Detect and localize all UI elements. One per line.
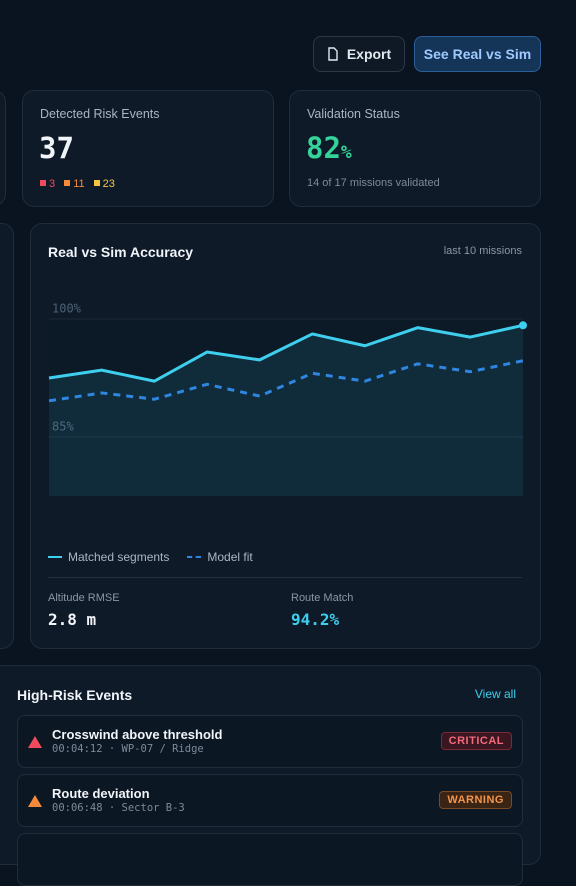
legend: Matched segments Model fit bbox=[48, 550, 253, 564]
validation-value: 82 bbox=[306, 131, 341, 165]
event-title: Crosswind above threshold bbox=[52, 727, 223, 742]
risk-value: 37 bbox=[39, 131, 74, 165]
validation-note: 14 of 17 missions validated bbox=[307, 177, 440, 189]
y-tick-label: 100% bbox=[52, 302, 82, 316]
stat-label: Route Match bbox=[291, 592, 354, 604]
event-row[interactable]: Crosswind above threshold 00:04:12 · WP-… bbox=[17, 715, 523, 768]
partial-card bbox=[0, 90, 6, 206]
compare-button[interactable]: See Real vs Sim bbox=[414, 36, 541, 72]
y-tick-label: 85% bbox=[52, 420, 74, 434]
severity-badge: CRITICAL bbox=[440, 732, 512, 750]
chart: 100% 85% bbox=[48, 302, 527, 496]
end-point bbox=[519, 321, 527, 330]
critical-count: 3 bbox=[49, 178, 56, 190]
series-line bbox=[48, 359, 524, 403]
validation-value-wrap: 82% bbox=[306, 131, 352, 165]
compare-label: See Real vs Sim bbox=[423, 46, 532, 62]
events-card: High-Risk Events View all Crosswind abov… bbox=[0, 665, 541, 886]
event-row[interactable] bbox=[17, 833, 523, 886]
accuracy-subtitle: last 10 missions bbox=[443, 245, 522, 257]
legend-item[interactable]: Matched segments bbox=[48, 550, 169, 564]
risk-card: Detected Risk Events 37 3 11 23 bbox=[22, 90, 274, 207]
info-count: 23 bbox=[102, 178, 115, 190]
severity-badge: WARNING bbox=[439, 791, 512, 809]
legend-swatch bbox=[48, 556, 62, 558]
legend-swatch bbox=[187, 556, 202, 558]
alert-icon bbox=[28, 795, 42, 807]
legend-item[interactable]: Model fit bbox=[187, 550, 253, 564]
series-line bbox=[48, 323, 524, 383]
page: Export See Real vs Sim Detected Risk Eve… bbox=[0, 36, 541, 886]
warning-count: 11 bbox=[73, 178, 85, 190]
events-title: High-Risk Events bbox=[17, 687, 133, 703]
stat-label: Altitude RMSE bbox=[48, 592, 120, 604]
stat-value: 94.2% bbox=[291, 610, 340, 629]
validation-label: Validation Status bbox=[307, 107, 400, 121]
accuracy-card: Real vs Sim Accuracy last 10 missions 10… bbox=[30, 223, 541, 649]
partial-card bbox=[0, 223, 14, 649]
legend-label: Matched segments bbox=[68, 550, 170, 564]
stat-value: 2.8 m bbox=[48, 610, 97, 629]
event-row[interactable]: Route deviation 00:06:48 · Sector B-3 WA… bbox=[17, 774, 523, 827]
export-label: Export bbox=[346, 46, 392, 62]
validation-unit: % bbox=[340, 142, 352, 163]
event-detail: 00:04:12 · WP-07 / Ridge bbox=[52, 743, 204, 755]
divider bbox=[48, 577, 522, 578]
accuracy-title: Real vs Sim Accuracy bbox=[48, 244, 194, 260]
export-button[interactable]: Export bbox=[313, 36, 405, 72]
view-all[interactable]: View all bbox=[474, 687, 516, 701]
alert-icon bbox=[28, 736, 42, 748]
legend-label: Model fit bbox=[207, 550, 253, 564]
validation-card: Validation Status 82% 14 of 17 missions … bbox=[289, 90, 541, 207]
event-detail: 00:06:48 · Sector B-3 bbox=[52, 802, 185, 814]
file-icon bbox=[328, 47, 338, 61]
risk-label: Detected Risk Events bbox=[40, 107, 160, 121]
event-title: Route deviation bbox=[52, 786, 150, 801]
risk-counts: 3 11 23 bbox=[40, 178, 115, 190]
